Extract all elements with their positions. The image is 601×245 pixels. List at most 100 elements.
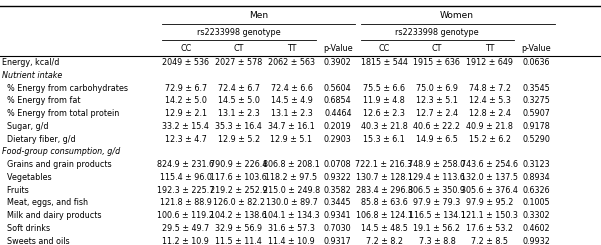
Text: 0.3445: 0.3445: [324, 198, 352, 207]
Text: 1815 ± 544: 1815 ± 544: [361, 58, 407, 67]
Text: 14.5 ± 48.5: 14.5 ± 48.5: [361, 224, 407, 233]
Text: 104.2 ± 138.6: 104.2 ± 138.6: [210, 211, 267, 220]
Text: 12.4 ± 5.3: 12.4 ± 5.3: [469, 97, 511, 105]
Text: 34.7 ± 16.1: 34.7 ± 16.1: [268, 122, 315, 131]
Text: 126.0 ± 82.2: 126.0 ± 82.2: [213, 198, 264, 207]
Text: 31.6 ± 57.3: 31.6 ± 57.3: [268, 224, 315, 233]
Text: p-Value: p-Value: [521, 44, 551, 53]
Text: p-Value: p-Value: [323, 44, 353, 53]
Text: Food-group consumption, g/d: Food-group consumption, g/d: [2, 147, 121, 156]
Text: 33.2 ± 15.4: 33.2 ± 15.4: [162, 122, 209, 131]
Text: 12.7 ± 2.4: 12.7 ± 2.4: [416, 109, 458, 118]
Text: 17.6 ± 53.2: 17.6 ± 53.2: [466, 224, 513, 233]
Text: 104.1 ± 134.3: 104.1 ± 134.3: [263, 211, 320, 220]
Text: 0.3902: 0.3902: [324, 58, 352, 67]
Text: 0.9178: 0.9178: [522, 122, 550, 131]
Text: Women: Women: [440, 11, 474, 20]
Text: 29.5 ± 49.7: 29.5 ± 49.7: [162, 224, 209, 233]
Text: 11.9 ± 4.8: 11.9 ± 4.8: [363, 97, 405, 105]
Text: 11.5 ± 11.4: 11.5 ± 11.4: [215, 237, 262, 245]
Text: 100.6 ± 119.2: 100.6 ± 119.2: [157, 211, 214, 220]
Text: 75.0 ± 6.9: 75.0 ± 6.9: [416, 84, 458, 93]
Text: 118.2 ± 97.5: 118.2 ± 97.5: [266, 173, 317, 182]
Text: CC: CC: [180, 44, 191, 53]
Text: 106.8 ± 124.1: 106.8 ± 124.1: [356, 211, 412, 220]
Text: 1915 ± 636: 1915 ± 636: [413, 58, 460, 67]
Text: 7.2 ± 8.2: 7.2 ± 8.2: [365, 237, 403, 245]
Text: 0.9317: 0.9317: [324, 237, 352, 245]
Text: 13.1 ± 2.3: 13.1 ± 2.3: [270, 109, 313, 118]
Text: CT: CT: [233, 44, 244, 53]
Text: Milk and dairy products: Milk and dairy products: [2, 211, 102, 220]
Text: 117.6 ± 103.6: 117.6 ± 103.6: [210, 173, 267, 182]
Text: 0.3275: 0.3275: [522, 97, 550, 105]
Text: 0.3123: 0.3123: [522, 160, 550, 169]
Text: 11.4 ± 10.9: 11.4 ± 10.9: [268, 237, 315, 245]
Text: 0.6326: 0.6326: [522, 186, 550, 195]
Text: 0.7030: 0.7030: [324, 224, 352, 233]
Text: 824.9 ± 231.6: 824.9 ± 231.6: [157, 160, 214, 169]
Text: 743.6 ± 254.6: 743.6 ± 254.6: [462, 160, 518, 169]
Text: 2062 ± 563: 2062 ± 563: [268, 58, 315, 67]
Text: 14.5 ± 5.0: 14.5 ± 5.0: [218, 97, 260, 105]
Text: Soft drinks: Soft drinks: [2, 224, 50, 233]
Text: 130.0 ± 89.7: 130.0 ± 89.7: [266, 198, 317, 207]
Text: 0.6854: 0.6854: [324, 97, 352, 105]
Text: % Energy from fat: % Energy from fat: [2, 97, 81, 105]
Text: 74.8 ± 7.2: 74.8 ± 7.2: [469, 84, 511, 93]
Text: 192.3 ± 225.7: 192.3 ± 225.7: [157, 186, 215, 195]
Text: 0.3582: 0.3582: [324, 186, 352, 195]
Text: 1912 ± 649: 1912 ± 649: [466, 58, 513, 67]
Text: 12.3 ± 5.1: 12.3 ± 5.1: [416, 97, 458, 105]
Text: 35.3 ± 16.4: 35.3 ± 16.4: [215, 122, 262, 131]
Text: 305.6 ± 376.4: 305.6 ± 376.4: [462, 186, 518, 195]
Text: 790.9 ± 226.4: 790.9 ± 226.4: [210, 160, 267, 169]
Text: 7.3 ± 8.8: 7.3 ± 8.8: [418, 237, 456, 245]
Text: CT: CT: [432, 44, 442, 53]
Text: 116.5 ± 134.1: 116.5 ± 134.1: [409, 211, 465, 220]
Text: 0.2903: 0.2903: [324, 135, 352, 144]
Text: 14.9 ± 6.5: 14.9 ± 6.5: [416, 135, 458, 144]
Text: Sweets and oils: Sweets and oils: [2, 237, 70, 245]
Text: 219.2 ± 252.9: 219.2 ± 252.9: [210, 186, 267, 195]
Text: 13.1 ± 2.3: 13.1 ± 2.3: [218, 109, 260, 118]
Text: % Energy from carbohydrates: % Energy from carbohydrates: [2, 84, 129, 93]
Text: 0.1005: 0.1005: [522, 198, 550, 207]
Text: 121.8 ± 88.9: 121.8 ± 88.9: [160, 198, 212, 207]
Text: Grains and grain products: Grains and grain products: [2, 160, 112, 169]
Text: 75.5 ± 6.6: 75.5 ± 6.6: [363, 84, 405, 93]
Text: 0.4602: 0.4602: [522, 224, 550, 233]
Text: 806.8 ± 208.1: 806.8 ± 208.1: [263, 160, 320, 169]
Text: 12.9 ± 5.1: 12.9 ± 5.1: [270, 135, 313, 144]
Text: Vegetables: Vegetables: [2, 173, 52, 182]
Text: 115.4 ± 96.0: 115.4 ± 96.0: [160, 173, 212, 182]
Text: 72.9 ± 6.7: 72.9 ± 6.7: [165, 84, 207, 93]
Text: 12.8 ± 2.4: 12.8 ± 2.4: [469, 109, 511, 118]
Text: 2027 ± 578: 2027 ± 578: [215, 58, 262, 67]
Text: Meat, eggs, and fish: Meat, eggs, and fish: [2, 198, 88, 207]
Text: 722.1 ± 216.3: 722.1 ± 216.3: [355, 160, 413, 169]
Text: 0.0636: 0.0636: [522, 58, 550, 67]
Text: 0.5290: 0.5290: [522, 135, 550, 144]
Text: rs2233998 genotype: rs2233998 genotype: [197, 28, 281, 37]
Text: 15.3 ± 6.1: 15.3 ± 6.1: [363, 135, 405, 144]
Text: 12.9 ± 2.1: 12.9 ± 2.1: [165, 109, 207, 118]
Text: 215.0 ± 249.8: 215.0 ± 249.8: [263, 186, 320, 195]
Text: Men: Men: [249, 11, 268, 20]
Text: 132.0 ± 137.5: 132.0 ± 137.5: [462, 173, 518, 182]
Text: 0.8934: 0.8934: [522, 173, 550, 182]
Text: 2049 ± 536: 2049 ± 536: [162, 58, 209, 67]
Text: Energy, kcal/d: Energy, kcal/d: [2, 58, 59, 67]
Text: 15.2 ± 6.2: 15.2 ± 6.2: [469, 135, 511, 144]
Text: 0.0708: 0.0708: [324, 160, 352, 169]
Text: 97.9 ± 79.3: 97.9 ± 79.3: [413, 198, 460, 207]
Text: CC: CC: [379, 44, 389, 53]
Text: 12.3 ± 4.7: 12.3 ± 4.7: [165, 135, 207, 144]
Text: 283.4 ± 296.8: 283.4 ± 296.8: [356, 186, 412, 195]
Text: 32.9 ± 56.9: 32.9 ± 56.9: [215, 224, 262, 233]
Text: 40.6 ± 22.2: 40.6 ± 22.2: [413, 122, 460, 131]
Text: 0.9322: 0.9322: [324, 173, 352, 182]
Text: 121.1 ± 150.3: 121.1 ± 150.3: [462, 211, 518, 220]
Text: 11.2 ± 10.9: 11.2 ± 10.9: [162, 237, 209, 245]
Text: 306.5 ± 350.9: 306.5 ± 350.9: [409, 186, 465, 195]
